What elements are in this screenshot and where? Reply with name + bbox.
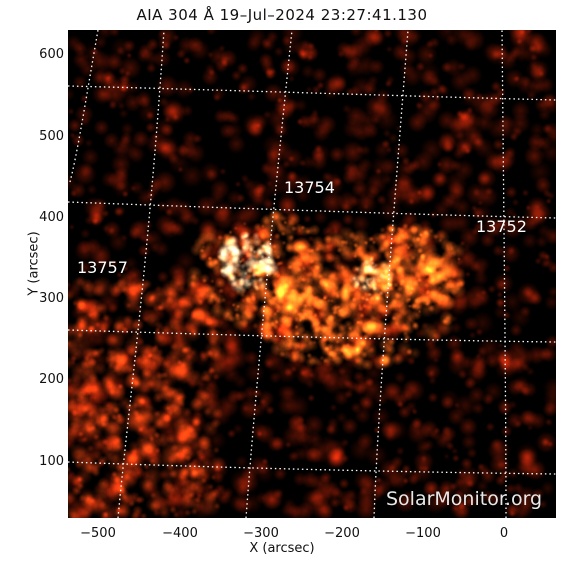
- x-axis-label: X (arcsec): [249, 541, 315, 556]
- solar-image: 13757 13754 13752 SolarMonitor.org: [68, 30, 556, 518]
- y-tick-label: 400: [39, 210, 64, 225]
- y-tick-label: 200: [39, 372, 64, 387]
- grid-latitude-line: [68, 85, 556, 101]
- grid-longitude-line: [69, 30, 99, 183]
- x-tick-label: −100: [405, 526, 441, 541]
- active-region-label: 13757: [77, 258, 128, 277]
- x-tick-label: 0: [499, 526, 509, 541]
- active-region-label: 13752: [476, 217, 527, 236]
- x-tick-label: −200: [324, 526, 360, 541]
- grid-longitude-line: [501, 30, 507, 518]
- grid-longitude-line: [117, 30, 165, 518]
- y-tick-label: 300: [39, 291, 64, 306]
- credit-watermark: SolarMonitor.org: [386, 488, 543, 510]
- grid-longitude-line: [373, 30, 409, 518]
- x-tick-label: −300: [243, 526, 279, 541]
- y-tick-label: 100: [39, 454, 64, 469]
- grid-longitude-line: [245, 30, 293, 518]
- x-tick-label: −400: [162, 526, 198, 541]
- grid-latitude-line: [68, 201, 556, 219]
- y-tick-label: 600: [39, 47, 64, 62]
- image-title: AIA 304 Å 19–Jul–2024 23:27:41.130: [136, 6, 428, 24]
- active-region-label: 13754: [284, 178, 335, 197]
- y-axis-label: Y (arcsec): [26, 231, 42, 296]
- solar-emission-canvas: [68, 30, 556, 518]
- grid-latitude-line: [68, 329, 556, 343]
- y-tick-label: 500: [39, 129, 64, 144]
- heliographic-grid: [68, 30, 556, 518]
- x-tick-label: −500: [80, 526, 116, 541]
- grid-latitude-line: [68, 461, 556, 475]
